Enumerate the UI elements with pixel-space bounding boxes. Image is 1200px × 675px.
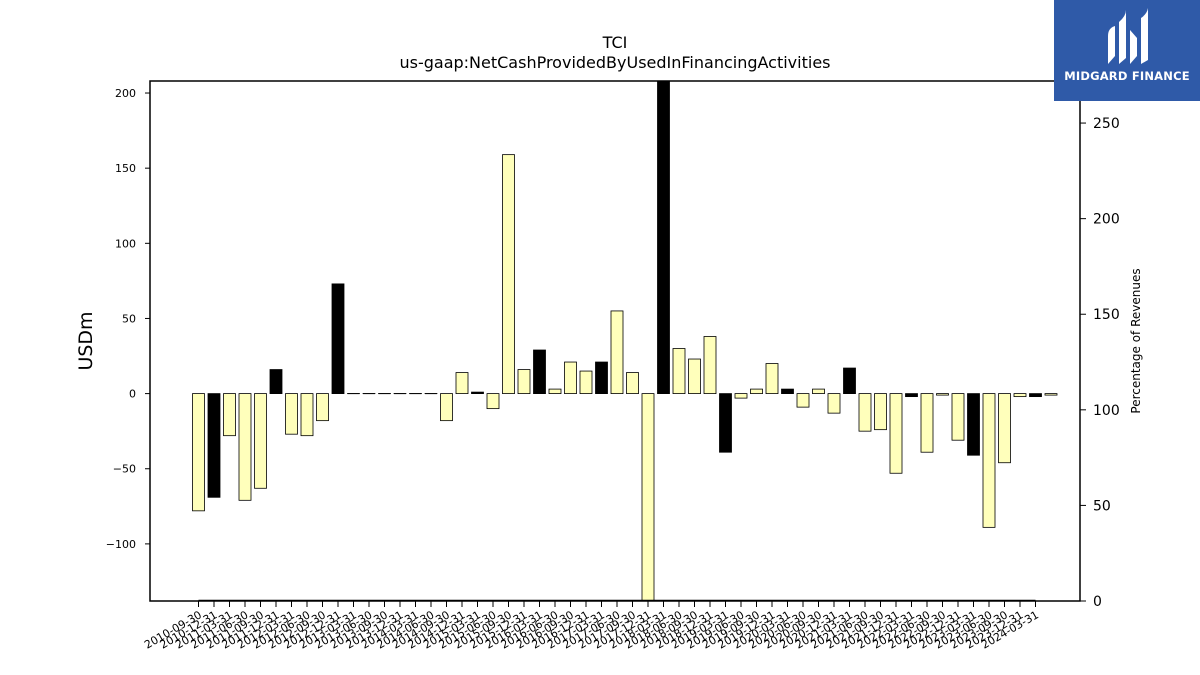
y-tick-label: −100 (106, 538, 136, 551)
bar (533, 349, 546, 394)
bar (1013, 393, 1027, 398)
right-axis: 0 50 100 150 200 250 (1080, 116, 1120, 610)
bar (285, 393, 298, 435)
bar (595, 361, 608, 395)
bar (626, 372, 639, 394)
bar (874, 393, 887, 431)
right-tick-label: 150 (1093, 307, 1120, 323)
bar (316, 393, 329, 422)
bar (734, 393, 748, 399)
y-tick-label: 200 (115, 87, 136, 100)
x-axis: 2010-09-302010-12-312011-03-312011-06-30… (142, 601, 1041, 652)
bar (192, 393, 205, 512)
bar (951, 393, 965, 441)
y-axis-label: USDm (75, 311, 97, 370)
bar (548, 388, 562, 394)
bar (331, 283, 345, 395)
bar (641, 393, 655, 601)
bars (192, 81, 1058, 601)
bar (982, 393, 996, 528)
bar (967, 393, 980, 456)
bar (502, 154, 515, 395)
bar (827, 393, 841, 414)
right-tick-label: 100 (1093, 403, 1120, 419)
bar (889, 393, 903, 474)
y-tick-label: 50 (122, 312, 136, 325)
right-tick-label: 250 (1093, 116, 1120, 132)
bar (517, 369, 531, 394)
bar (672, 348, 686, 395)
logo-mark-icon (1108, 8, 1148, 64)
bar (269, 369, 283, 394)
right-tick-label: 50 (1093, 498, 1111, 514)
bar (796, 393, 810, 408)
bar (688, 358, 701, 394)
chart-subtitle: us-gaap:NetCashProvidedByUsedInFinancing… (399, 53, 830, 72)
bar (703, 336, 717, 394)
bar (1044, 393, 1058, 396)
bar (765, 363, 779, 395)
bar (207, 393, 221, 498)
bar (1029, 393, 1042, 398)
bar (905, 393, 918, 398)
bar (579, 370, 593, 394)
bar (657, 81, 670, 395)
right-axis-label: Percentage of Revenues (1129, 268, 1143, 413)
bar (812, 388, 825, 394)
bar (300, 393, 314, 437)
y-tick-label: 0 (129, 388, 136, 401)
bar (719, 393, 732, 453)
y-tick-label: 100 (115, 237, 136, 250)
bar (223, 393, 236, 437)
bar (781, 388, 794, 394)
y-tick-label: 150 (115, 162, 136, 175)
bar (564, 361, 577, 395)
bar (238, 393, 252, 501)
bar (750, 388, 763, 394)
logo-text: MIDGARD FINANCE (1064, 69, 1190, 83)
logo: MIDGARD FINANCE (1054, 0, 1200, 101)
bar (455, 372, 469, 394)
bar (610, 310, 624, 395)
bar (440, 393, 453, 422)
chart-title: TCI (602, 33, 628, 52)
left-axis: −100 −50 0 50 100 150 200 (106, 87, 150, 551)
plot-frame (149, 80, 1081, 602)
bar (936, 393, 949, 396)
bar (920, 393, 934, 453)
bar (858, 393, 872, 432)
right-tick-label: 0 (1093, 594, 1102, 610)
y-tick-label: −50 (113, 463, 136, 476)
bar (471, 391, 484, 395)
right-tick-label: 200 (1093, 212, 1120, 228)
bar (254, 393, 267, 489)
bar (998, 393, 1011, 464)
bar (843, 367, 856, 394)
bar (486, 393, 500, 410)
